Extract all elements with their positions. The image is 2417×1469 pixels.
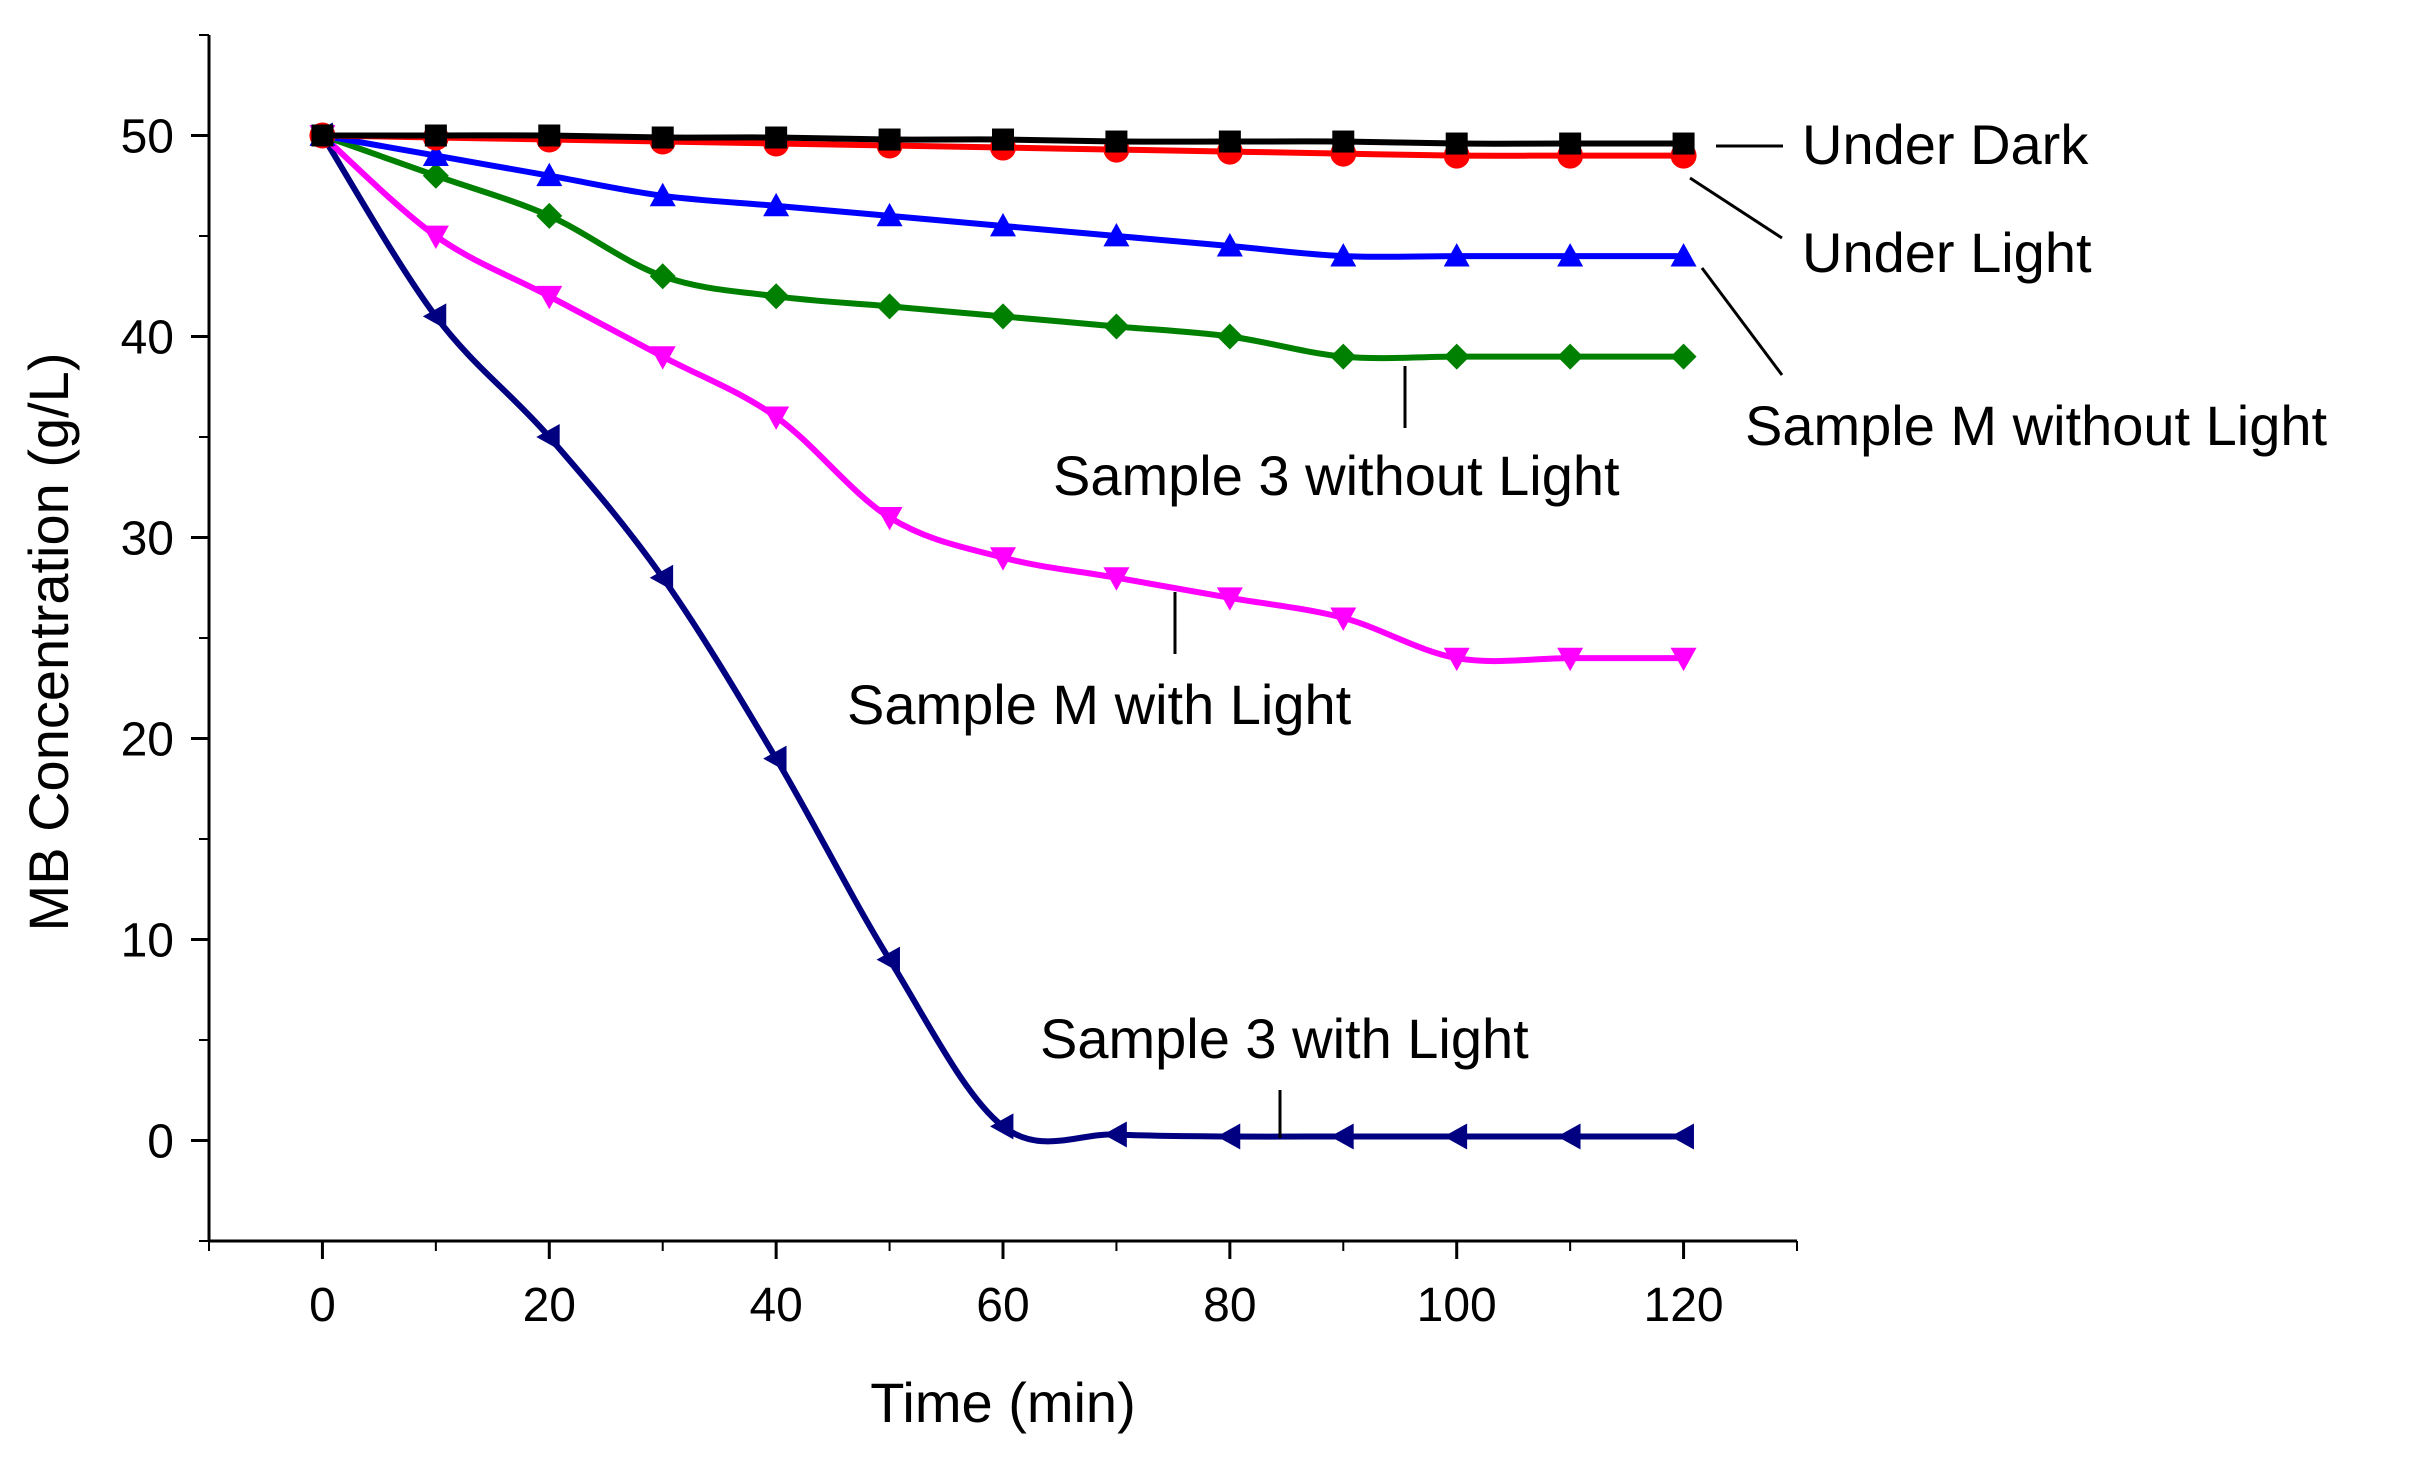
y-tick-label: 10 [121,915,174,968]
label-sample-3-with-light: Sample 3 with Light [1040,1007,1529,1070]
data-point-under-dark [1559,132,1582,155]
data-point-sample-m-without-light [1330,243,1357,267]
data-point-sample-m-with-light [1443,647,1470,672]
ticks [191,34,1798,1259]
data-point-sample-m-without-light [649,182,676,207]
data-point-sample-3-without-light [1216,323,1243,350]
data-point-sample-m-without-light [1670,243,1697,267]
leader-under-light [1689,176,1783,240]
data-point-under-dark [765,126,788,149]
data-point-under-dark [1218,130,1241,153]
data-point-under-dark [1332,130,1355,153]
data-point-sample-m-without-light [1443,243,1470,267]
label-sample-m-without-light: Sample M without Light [1745,394,2328,457]
data-point-sample-3-without-light [1443,343,1470,370]
data-point-sample-m-without-light [876,202,903,227]
data-point-sample-m-with-light [649,346,676,370]
x-tick-label: 0 [309,1279,336,1332]
data-point-under-dark [424,124,447,147]
series-sample-m-without-light [309,122,1697,267]
x-tick-label: 60 [976,1279,1029,1332]
data-point-sample-3-with-light [649,564,674,591]
data-point-sample-3-without-light [536,202,563,229]
tick-labels: 0 20 40 60 80 100 120 0 10 20 30 40 50 [121,111,1724,1333]
data-point-under-dark [651,126,674,149]
data-point-sample-m-with-light [990,547,1016,571]
x-tick-label: 40 [749,1279,802,1332]
annotation-leaders [1173,144,1784,1138]
data-point-sample-m-without-light [1103,223,1130,247]
series-sample-3-with-light [309,122,1694,1150]
series-line-sample-3-with-light [319,132,1687,1145]
data-point-sample-3-with-light [763,745,787,772]
data-point-sample-m-without-light [763,192,790,217]
data-point-sample-3-without-light [763,283,790,310]
data-point-sample-3-without-light [649,263,676,290]
data-point-sample-m-without-light [536,162,563,187]
data-point-sample-3-with-light [1330,1123,1354,1150]
series-sample-m-with-light [309,125,1697,672]
data-point-sample-m-with-light [763,406,790,430]
data-point-sample-3-with-light [1103,1121,1127,1148]
data-point-under-dark [1445,132,1468,155]
y-tick-label: 30 [121,513,174,566]
data-point-sample-m-with-light [422,225,449,249]
data-point-sample-3-with-light [536,424,560,450]
data-point-sample-m-without-light [990,212,1016,237]
data-point-sample-3-with-light [990,1113,1014,1140]
data-point-sample-3-without-light [1557,343,1584,370]
data-point-under-dark [992,128,1014,151]
data-point-under-dark [311,124,334,147]
y-tick-label: 0 [147,1116,174,1169]
label-sample-3-without-light: Sample 3 without Light [1053,444,1620,507]
data-point-under-dark [878,128,901,151]
y-tick-label: 50 [121,111,174,164]
data-point-sample-m-with-light [536,285,563,310]
data-point-sample-3-without-light [876,293,903,320]
data-point-sample-3-without-light [1670,343,1697,370]
data-point-sample-3-with-light [422,303,447,330]
data-point-sample-3-without-light [422,162,449,189]
label-under-dark: Under Dark [1802,113,2089,176]
x-axis-title: Time (min) [870,1371,1135,1434]
data-point-sample-3-without-light [1330,343,1357,370]
data-point-sample-m-with-light [1330,607,1357,631]
data-point-under-dark [538,124,561,147]
label-under-light: Under Light [1802,221,2092,284]
x-tick-label: 20 [523,1279,576,1332]
data-point-sample-3-without-light [990,303,1016,330]
data-point-under-dark [1672,132,1695,155]
data-point-under-dark [1105,130,1128,153]
data-point-sample-3-with-light [1557,1123,1581,1150]
data-point-sample-m-without-light [422,142,449,166]
series-layer [309,122,1697,1150]
x-tick-label: 80 [1203,1279,1256,1332]
data-point-sample-m-with-light [1103,567,1130,591]
x-tick-label: 120 [1644,1279,1724,1332]
y-axis-title: MB Concentration (g/L) [17,353,80,932]
data-point-sample-m-with-light [1216,587,1243,611]
data-point-sample-m-without-light [1216,233,1243,257]
data-point-sample-m-with-light [1670,647,1697,672]
data-point-sample-3-with-light [1670,1123,1694,1150]
data-point-sample-m-with-light [876,507,903,531]
series-under-dark [311,124,1695,155]
data-point-sample-3-with-light [876,946,900,973]
data-point-sample-3-with-light [1443,1123,1468,1150]
data-point-sample-3-without-light [1103,313,1130,340]
data-point-sample-m-without-light [1557,243,1584,267]
leader-sample-m-without-light [1700,267,1784,376]
y-tick-label: 20 [121,714,174,767]
data-point-sample-m-with-light [1557,647,1584,672]
x-tick-label: 100 [1417,1279,1497,1332]
label-sample-m-with-light: Sample M with Light [847,673,1352,736]
y-tick-label: 40 [121,312,174,365]
data-point-sample-3-with-light [1216,1123,1241,1150]
